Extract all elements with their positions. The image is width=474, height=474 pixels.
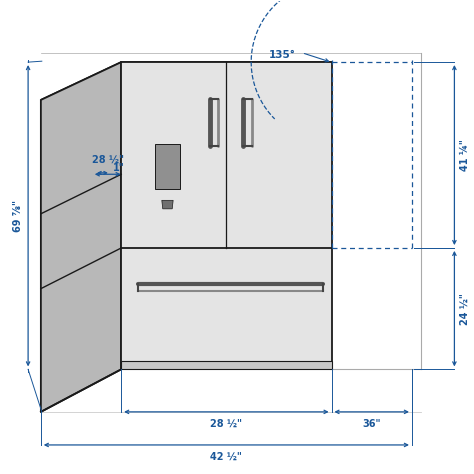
Text: 28 ½": 28 ½" [92,155,124,165]
Polygon shape [155,144,180,189]
Polygon shape [41,62,331,100]
Polygon shape [121,361,331,369]
Polygon shape [41,62,121,412]
Text: 135°: 135° [268,50,295,60]
Polygon shape [121,62,331,369]
Text: 36": 36" [363,419,381,428]
Text: 24 ½": 24 ½" [460,293,470,325]
Text: 41 ¼": 41 ¼" [460,139,470,171]
Text: 28 ½": 28 ½" [210,419,242,428]
Text: 1": 1" [113,163,125,173]
Text: 69 ⅞": 69 ⅞" [13,200,23,232]
Polygon shape [162,201,173,209]
Text: 42 ½": 42 ½" [210,452,242,462]
